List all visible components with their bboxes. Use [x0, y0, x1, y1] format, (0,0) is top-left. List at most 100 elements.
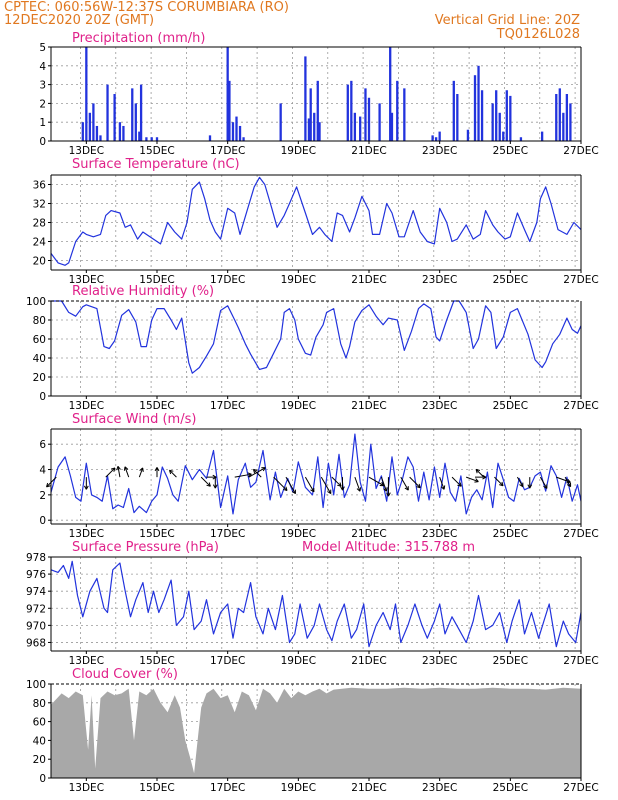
precip-bar: [505, 90, 508, 141]
wind-arrow-shaft: [273, 476, 288, 491]
precip-bar: [364, 88, 367, 141]
precip-bar: [350, 80, 353, 141]
wind-arrow: [169, 469, 177, 478]
wind-arrow-head: [527, 484, 531, 489]
wind-arrow-head: [46, 485, 51, 488]
wind-arrow-head: [457, 484, 462, 487]
wind-arrow-head: [381, 481, 385, 486]
temp-ytick-label: 24: [33, 237, 47, 249]
wind-arrow-head: [252, 469, 256, 474]
humidity-panel: 0 20 40 60 80 100 13DEC 15DEC 17DEC 19DEC 21DEC 23D…: [26, 296, 599, 412]
header-model-id: TQ0126L028: [496, 27, 580, 42]
wind-arrow: [527, 477, 533, 489]
wind-arrow-head: [418, 483, 421, 488]
precip-xtick-label: 23DEC: [422, 145, 457, 157]
wind-arrow: [123, 466, 130, 478]
wind-arrow-shaft: [304, 476, 315, 493]
humidity-ytick-label: 100: [26, 296, 46, 308]
precip-bar: [558, 88, 561, 141]
precip-ytick-label: 1: [39, 117, 46, 129]
wind-arrow-head: [383, 488, 387, 492]
precip-bar: [509, 95, 512, 141]
wind-arrow: [340, 477, 345, 491]
wind-arrow-head: [154, 467, 158, 472]
wind-arrow-head: [342, 486, 345, 491]
temp-xtick-label: 17DEC: [210, 274, 245, 286]
wind-arrow-shaft: [368, 476, 384, 487]
pressure-xtick-label: 21DEC: [351, 655, 386, 667]
humidity-xtick-label: 25DEC: [493, 400, 528, 412]
precip-bar: [318, 122, 321, 141]
wind-arrow: [331, 476, 342, 487]
precip-xtick-label: 15DEC: [139, 145, 174, 157]
wind-arrow-head: [474, 481, 479, 483]
wind-title: Surface Wind (m/s): [72, 412, 196, 427]
precip-bar: [122, 125, 125, 141]
pressure-xtick-label: 19DEC: [281, 655, 316, 667]
wind-arrow: [354, 476, 362, 492]
wind-arrow-head: [291, 491, 296, 495]
cloud-ytick-label: 60: [33, 717, 46, 729]
wind-xtick-label: 25DEC: [493, 528, 528, 540]
wind-arrow-shaft: [380, 476, 387, 492]
wind-arrow: [252, 468, 262, 478]
wind-arrow-shaft: [354, 476, 361, 492]
precip-bar: [228, 80, 231, 141]
wind-xtick-label: 19DEC: [281, 528, 316, 540]
precip-bar: [85, 47, 88, 141]
precip-xtick-label: 19DEC: [281, 145, 316, 157]
precip-bar: [359, 116, 362, 141]
humidity-title: Relative Humidity (%): [72, 284, 214, 299]
precip-bar: [95, 125, 99, 141]
pressure-xtick-label: 15DEC: [139, 655, 174, 667]
temp-xtick-label: 19DEC: [281, 274, 316, 286]
wind-arrow-head: [519, 484, 524, 488]
precip-bar: [502, 131, 505, 141]
temp-xtick-label: 21DEC: [351, 274, 386, 286]
plot-panels: 0 1 2 3 4 5 13DEC 15DEC 17DEC 19DEC 21DEC 23DEC 25DE…: [26, 42, 599, 794]
precip-bar: [145, 137, 148, 141]
precip-bar: [304, 56, 307, 141]
wind-arrow-head: [404, 487, 409, 491]
humidity-xtick-label: 27DEC: [563, 400, 598, 412]
wind-line: [50, 433, 582, 515]
wind-arrow-shaft: [124, 466, 130, 478]
pressure-line: [50, 560, 582, 648]
precip-xtick-label: 17DEC: [210, 145, 245, 157]
cloud-xtick-label: 27DEC: [563, 782, 598, 794]
wind-arrow-head: [529, 484, 533, 489]
precip-bar: [555, 94, 558, 141]
wind-arrow: [368, 476, 385, 487]
wind-arrow-shaft: [138, 467, 144, 478]
precip-bar: [519, 137, 523, 141]
wind-xtick-label: 15DEC: [139, 528, 174, 540]
cloud-xtick-label: 17DEC: [210, 782, 245, 794]
wind-xtick-label: 27DEC: [563, 528, 598, 540]
wind-arrow-head: [387, 492, 391, 497]
wind-arrow-head: [156, 467, 160, 472]
wind-arrow-head: [475, 468, 481, 471]
precip-ytick-label: 4: [39, 61, 46, 73]
wind-arrow-shaft: [253, 469, 262, 478]
humidity-xtick-label: 15DEC: [139, 400, 174, 412]
wind-arrow-head: [142, 467, 144, 472]
precip-bar: [367, 97, 371, 141]
wind-arrow-head: [443, 485, 446, 490]
wind-arrow-head: [113, 467, 116, 472]
humidity-xtick-label: 19DEC: [281, 400, 316, 412]
cloud-ytick-label: 100: [26, 679, 46, 691]
wind-arrow-head: [206, 484, 211, 487]
precip-bar: [569, 103, 572, 141]
wind-arrow-head: [340, 486, 343, 491]
wind-arrow-shaft: [494, 476, 504, 487]
wind-arrow-head: [253, 468, 258, 471]
wind-arrow-head: [566, 484, 571, 488]
wind-arrow: [200, 476, 211, 487]
pressure-xtick-label: 23DEC: [422, 655, 457, 667]
wind-arrow-head: [501, 481, 504, 486]
precip-bar: [88, 112, 92, 141]
precip-bar: [208, 135, 212, 141]
precip-bar: [231, 122, 235, 141]
wind-arrow-head: [212, 484, 216, 489]
